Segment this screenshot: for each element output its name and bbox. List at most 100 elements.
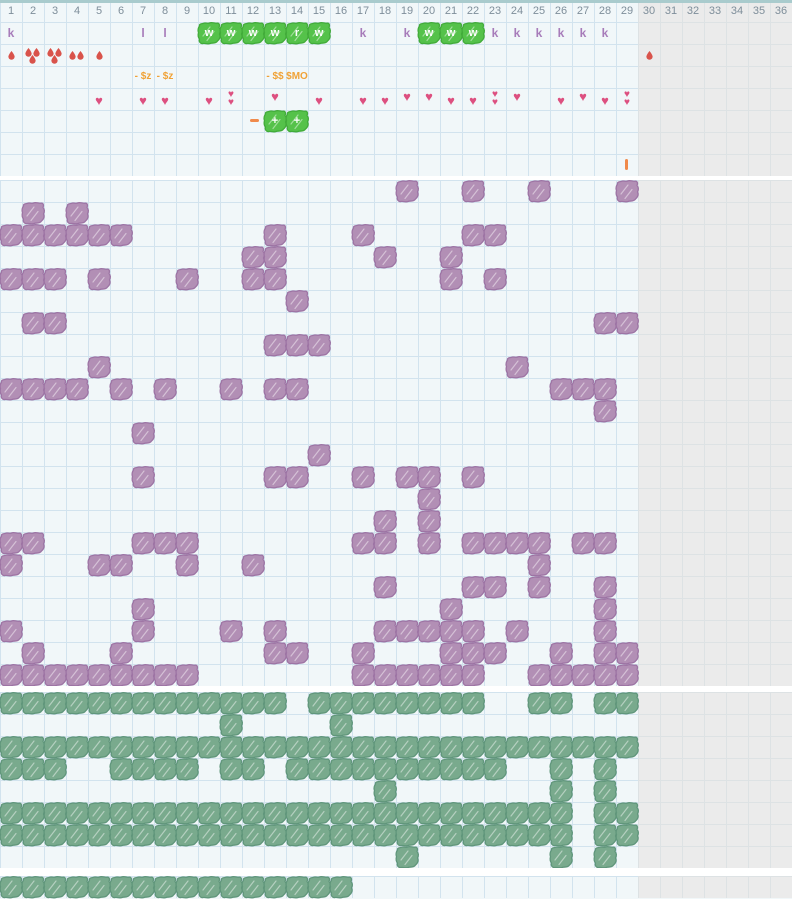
bar-mark[interactable] xyxy=(625,159,628,170)
green-symbol-mark[interactable]: + xyxy=(263,109,287,133)
purple-mark-cell[interactable] xyxy=(263,267,287,291)
purple-mark-cell[interactable] xyxy=(527,663,551,687)
heart-mark[interactable]: ♥ xyxy=(469,93,477,108)
bottom-marks-row[interactable] xyxy=(0,875,792,899)
green-mark-cell[interactable] xyxy=(395,801,419,825)
heart-mark[interactable]: ♥ xyxy=(425,89,433,104)
bleeding-mark[interactable] xyxy=(638,44,660,66)
green-mark-cell[interactable] xyxy=(21,823,45,847)
purple-mark-cell[interactable] xyxy=(439,267,463,291)
heart-mark[interactable]: ♥ xyxy=(403,89,411,104)
purple-mark-cell[interactable] xyxy=(461,641,485,665)
purple-mark-cell[interactable] xyxy=(351,641,375,665)
heart-mark[interactable]: ♥ xyxy=(513,89,521,104)
purple-mark-cell[interactable] xyxy=(21,663,45,687)
cycle-letter-mark[interactable]: k xyxy=(579,26,587,40)
purple-mark-cell[interactable] xyxy=(0,663,23,687)
purple-mark-cell[interactable] xyxy=(131,619,155,643)
green-mark-cell[interactable] xyxy=(439,823,463,847)
green-mark-cell[interactable] xyxy=(615,801,639,825)
purple-mark-cell[interactable] xyxy=(131,421,155,445)
green-mark-cell[interactable] xyxy=(87,735,111,759)
green-mark-cell[interactable] xyxy=(593,845,617,869)
heart-mark[interactable]: ♥ ♥ xyxy=(624,89,630,108)
purple-mark-cell[interactable] xyxy=(505,531,529,555)
purple-mark-cell[interactable] xyxy=(43,377,67,401)
green-mark-cell[interactable] xyxy=(351,823,375,847)
green-mark-cell[interactable] xyxy=(505,801,529,825)
purple-mark-cell[interactable] xyxy=(263,377,287,401)
purple-mark-cell[interactable] xyxy=(461,663,485,687)
green-symbol-mark[interactable]: + xyxy=(285,109,309,133)
green-mark-cell[interactable] xyxy=(153,875,177,899)
purple-mark-cell[interactable] xyxy=(285,289,309,313)
green-mark-cell[interactable] xyxy=(219,801,243,825)
purple-mark-cell[interactable] xyxy=(527,531,551,555)
green-mark-cell[interactable] xyxy=(21,801,45,825)
green-mark-cell[interactable] xyxy=(417,823,441,847)
purple-mark-cell[interactable] xyxy=(131,663,155,687)
green-mark-cell[interactable] xyxy=(527,801,551,825)
purple-mark-cell[interactable] xyxy=(307,443,331,467)
green-mark-cell[interactable] xyxy=(593,757,617,781)
purple-mark-cell[interactable] xyxy=(87,355,111,379)
green-mark-cell[interactable] xyxy=(395,757,419,781)
green-mark-cell[interactable] xyxy=(307,823,331,847)
purple-mark-cell[interactable] xyxy=(593,399,617,423)
green-mark-cell[interactable] xyxy=(0,757,23,781)
green-mark-cell[interactable] xyxy=(21,875,45,899)
green-mark-cell[interactable] xyxy=(241,757,265,781)
purple-mark-cell[interactable] xyxy=(21,223,45,247)
green-mark-cell[interactable] xyxy=(307,801,331,825)
green-mark-cell[interactable] xyxy=(571,735,595,759)
purple-mark-cell[interactable] xyxy=(417,465,441,489)
purple-mark-cell[interactable] xyxy=(395,179,419,203)
purple-mark-cell[interactable] xyxy=(43,311,67,335)
purple-mark-cell[interactable] xyxy=(439,597,463,621)
purple-mark-cell[interactable] xyxy=(87,223,111,247)
purple-mark-cell[interactable] xyxy=(549,377,573,401)
purple-mark-cell[interactable] xyxy=(527,553,551,577)
purple-mark-cell[interactable] xyxy=(109,663,133,687)
purple-mark-cell[interactable] xyxy=(461,531,485,555)
green-mark-cell[interactable] xyxy=(131,691,155,715)
heart-mark[interactable]: ♥ ♥ xyxy=(228,89,234,108)
green-mark-cell[interactable] xyxy=(307,757,331,781)
green-mark-cell[interactable] xyxy=(65,735,89,759)
green-mark-cell[interactable] xyxy=(65,801,89,825)
purple-mark-cell[interactable] xyxy=(153,663,177,687)
cycle-letter-mark[interactable]: k xyxy=(359,26,367,40)
green-mark-cell[interactable] xyxy=(241,875,265,899)
heart-mark[interactable]: ♥ xyxy=(579,89,587,104)
purple-mark-cell[interactable] xyxy=(21,531,45,555)
green-mark-cell[interactable] xyxy=(285,757,309,781)
purple-mark-cell[interactable] xyxy=(65,377,89,401)
green-mark-cell[interactable] xyxy=(241,691,265,715)
green-mark-cell[interactable] xyxy=(241,823,265,847)
purple-mark-cell[interactable] xyxy=(615,179,639,203)
green-mark-cell[interactable] xyxy=(373,823,397,847)
green-mark-cell[interactable] xyxy=(351,691,375,715)
bleeding-mark[interactable] xyxy=(0,44,22,66)
green-mark-cell[interactable] xyxy=(263,735,287,759)
purple-mark-cell[interactable] xyxy=(483,531,507,555)
green-mark-cell[interactable] xyxy=(549,757,573,781)
purple-mark-cell[interactable] xyxy=(615,641,639,665)
purple-mark-cell[interactable] xyxy=(285,641,309,665)
purple-mark-cell[interactable] xyxy=(21,641,45,665)
purple-mark-cell[interactable] xyxy=(593,619,617,643)
green-mark-cell[interactable] xyxy=(329,735,353,759)
purple-mark-cell[interactable] xyxy=(373,531,397,555)
purple-mark-cell[interactable] xyxy=(131,597,155,621)
green-mark-cell[interactable] xyxy=(131,735,155,759)
heart-mark[interactable]: ♥ xyxy=(557,93,565,108)
green-mark-cell[interactable] xyxy=(483,757,507,781)
purple-mark-cell[interactable] xyxy=(21,201,45,225)
purple-mark-cell[interactable] xyxy=(351,663,375,687)
green-mark-cell[interactable] xyxy=(87,823,111,847)
purple-mark-cell[interactable] xyxy=(395,619,419,643)
green-mark-cell[interactable] xyxy=(87,691,111,715)
green-mark-cell[interactable] xyxy=(153,823,177,847)
green-mark-cell[interactable] xyxy=(43,757,67,781)
green-mark-cell[interactable] xyxy=(307,691,331,715)
